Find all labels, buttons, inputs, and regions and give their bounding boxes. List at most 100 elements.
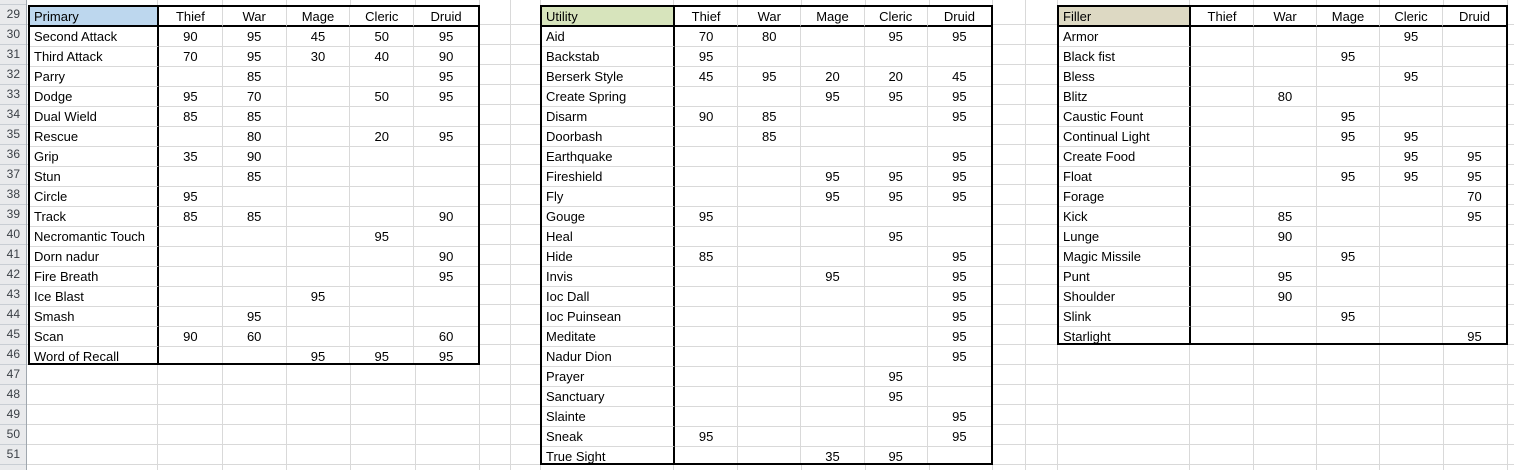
value-cell[interactable] — [1191, 87, 1254, 107]
value-cell[interactable] — [801, 287, 865, 307]
value-cell[interactable]: 70 — [159, 47, 223, 67]
value-cell[interactable] — [159, 167, 223, 187]
value-cell[interactable] — [286, 107, 351, 127]
skill-cell[interactable]: Doorbash — [542, 127, 675, 147]
value-cell[interactable]: 90 — [159, 327, 223, 347]
row-header-51[interactable]: 51 — [0, 445, 26, 465]
value-cell[interactable]: 95 — [927, 167, 991, 187]
value-cell[interactable] — [286, 167, 351, 187]
column-header-cleric[interactable]: Cleric — [1380, 7, 1443, 27]
value-cell[interactable] — [675, 307, 739, 327]
column-header-druid[interactable]: Druid — [1443, 7, 1506, 27]
value-cell[interactable]: 95 — [1467, 329, 1482, 344]
row-header-41[interactable]: 41 — [0, 245, 26, 265]
value-cell[interactable] — [675, 287, 739, 307]
value-cell[interactable] — [801, 27, 865, 47]
value-cell[interactable] — [801, 147, 865, 167]
skill-cell[interactable]: Sanctuary — [542, 387, 675, 407]
value-cell[interactable] — [1443, 87, 1506, 107]
value-cell[interactable] — [1443, 27, 1506, 47]
value-cell[interactable]: 95 — [1317, 127, 1380, 147]
value-cell[interactable] — [675, 167, 739, 187]
value-cell[interactable]: 80 — [1254, 87, 1317, 107]
column-header-mage[interactable]: Mage — [286, 7, 351, 27]
row-header-39[interactable]: 39 — [0, 205, 26, 225]
skill-cell[interactable]: Smash — [30, 307, 159, 327]
value-cell[interactable]: 95 — [1317, 107, 1380, 127]
skill-cell[interactable]: Create Spring — [542, 87, 675, 107]
value-cell[interactable]: 95 — [438, 349, 454, 364]
value-cell[interactable]: 95 — [675, 427, 739, 447]
value-cell[interactable] — [1191, 147, 1254, 167]
row-header-33[interactable]: 33 — [0, 85, 26, 105]
value-cell[interactable] — [1254, 47, 1317, 67]
skill-cell[interactable]: Dorn nadur — [30, 247, 159, 267]
row-header-37[interactable]: 37 — [0, 165, 26, 185]
value-cell[interactable] — [801, 327, 865, 347]
value-cell[interactable]: 95 — [1317, 247, 1380, 267]
value-cell[interactable] — [801, 127, 865, 147]
value-cell[interactable] — [801, 227, 865, 247]
row-header-29[interactable]: 29 — [0, 5, 26, 25]
value-cell[interactable] — [286, 87, 351, 107]
value-cell[interactable] — [1191, 327, 1254, 343]
value-cell[interactable] — [1191, 107, 1254, 127]
value-cell[interactable] — [927, 367, 991, 387]
value-cell[interactable]: 90 — [222, 147, 287, 167]
value-cell[interactable] — [1443, 127, 1506, 147]
value-cell[interactable] — [738, 167, 802, 187]
value-cell[interactable]: 90 — [414, 207, 478, 227]
value-cell[interactable]: 95 — [801, 87, 865, 107]
skill-cell[interactable]: Black fist — [1059, 47, 1191, 67]
value-cell[interactable] — [738, 347, 802, 367]
value-cell[interactable] — [1254, 27, 1317, 47]
skill-cell[interactable]: Earthquake — [542, 147, 675, 167]
skill-cell[interactable]: Bless — [1059, 67, 1191, 87]
value-cell[interactable] — [159, 247, 223, 267]
value-cell[interactable]: 95 — [801, 267, 865, 287]
value-cell[interactable] — [864, 107, 928, 127]
column-header-war[interactable]: War — [222, 7, 287, 27]
value-cell[interactable] — [414, 147, 478, 167]
value-cell[interactable]: 95 — [414, 127, 478, 147]
value-cell[interactable]: 70 — [1443, 187, 1506, 207]
value-cell[interactable] — [1317, 327, 1380, 343]
value-cell[interactable] — [350, 267, 415, 287]
value-cell[interactable] — [738, 267, 802, 287]
value-cell[interactable]: 60 — [222, 327, 287, 347]
value-cell[interactable]: 95 — [927, 307, 991, 327]
value-cell[interactable] — [675, 147, 739, 167]
skill-cell[interactable]: Dodge — [30, 87, 159, 107]
value-cell[interactable] — [1191, 187, 1254, 207]
skill-cell[interactable]: Necromantic Touch — [30, 227, 159, 247]
value-cell[interactable] — [1443, 227, 1506, 247]
value-cell[interactable]: 95 — [222, 307, 287, 327]
skill-cell[interactable]: Dual Wield — [30, 107, 159, 127]
value-cell[interactable] — [801, 247, 865, 267]
value-cell[interactable] — [675, 87, 739, 107]
value-cell[interactable] — [927, 127, 991, 147]
skill-cell[interactable]: Circle — [30, 187, 159, 207]
value-cell[interactable]: 95 — [287, 347, 351, 363]
value-cell[interactable] — [350, 107, 415, 127]
value-cell[interactable] — [927, 387, 991, 407]
skill-cell[interactable]: Stun — [30, 167, 159, 187]
value-cell[interactable] — [1380, 227, 1443, 247]
value-cell[interactable] — [1191, 227, 1254, 247]
value-cell[interactable] — [286, 327, 351, 347]
value-cell[interactable]: 90 — [1254, 227, 1317, 247]
value-cell[interactable] — [864, 47, 928, 67]
value-cell[interactable]: 45 — [927, 67, 991, 87]
value-cell[interactable] — [414, 187, 478, 207]
value-cell[interactable] — [222, 227, 287, 247]
value-cell[interactable] — [675, 387, 739, 407]
value-cell[interactable] — [222, 247, 287, 267]
skill-cell[interactable]: Disarm — [542, 107, 675, 127]
value-cell[interactable] — [414, 287, 478, 307]
skill-cell[interactable]: Float — [1059, 167, 1191, 187]
value-cell[interactable] — [1380, 267, 1443, 287]
value-cell[interactable] — [1191, 127, 1254, 147]
value-cell[interactable] — [1317, 207, 1380, 227]
skill-cell[interactable]: Prayer — [542, 367, 675, 387]
value-cell[interactable] — [350, 207, 415, 227]
